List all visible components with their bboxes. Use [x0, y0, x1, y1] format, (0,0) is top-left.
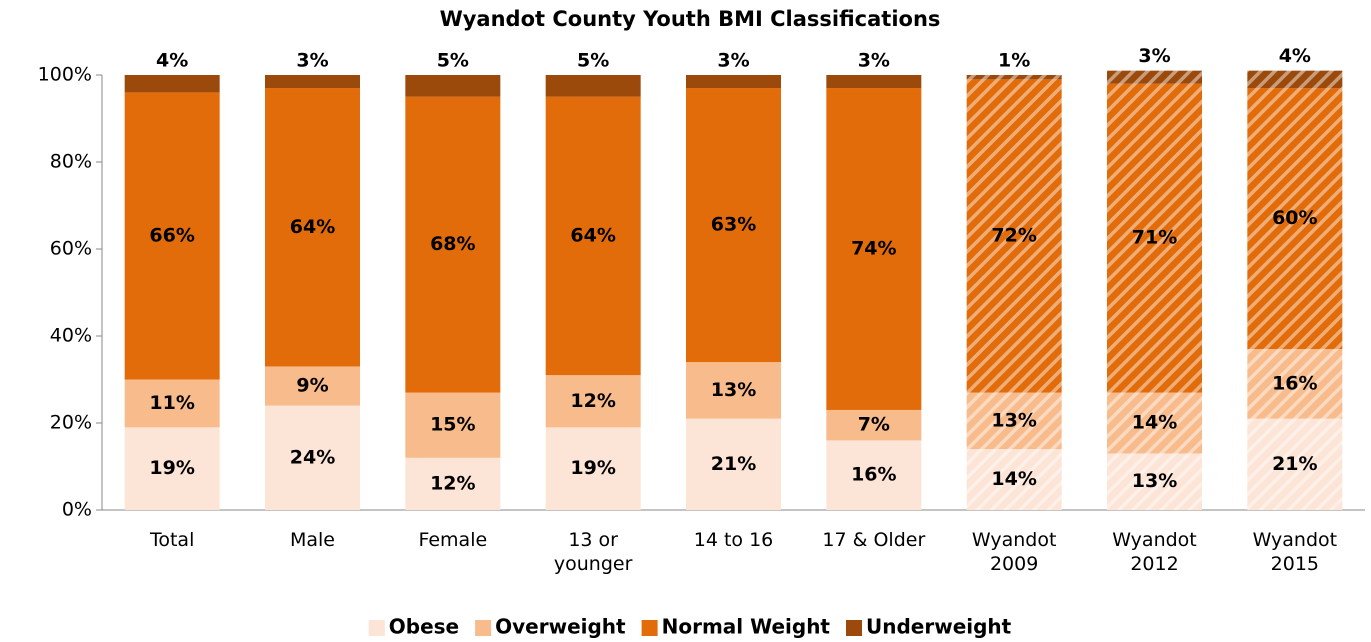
legend-swatch: [641, 620, 658, 636]
y-tick-label: 60%: [50, 238, 92, 260]
data-label: 7%: [858, 414, 890, 436]
bar-segment: [265, 366, 360, 406]
data-label: 71%: [1132, 227, 1177, 249]
x-tick-label: Wyandot 2012: [1112, 529, 1197, 575]
data-label: 9%: [296, 375, 328, 397]
data-label: 4%: [156, 50, 188, 72]
bar-segment: [1107, 392, 1202, 454]
data-label: 74%: [851, 238, 896, 260]
x-tick-label: Total: [149, 529, 195, 551]
data-label: 13%: [1132, 470, 1177, 492]
bar-segment: [826, 75, 922, 89]
x-tick-label: 13 or younger: [553, 529, 633, 575]
data-label: 21%: [1272, 453, 1317, 475]
data-label: 4%: [1279, 45, 1311, 67]
bar-segment: [826, 88, 922, 410]
data-label: 63%: [711, 214, 756, 236]
data-label: 19%: [149, 457, 194, 479]
legend-swatch: [368, 620, 385, 636]
bar-segment: [124, 427, 220, 510]
bar-segment: [966, 75, 1062, 80]
bar-segment: [545, 427, 641, 510]
data-label: 12%: [570, 390, 615, 412]
bar-segment: [686, 362, 781, 419]
x-tick-label: Wyandot 2015: [1252, 529, 1338, 575]
bar-segment: [265, 405, 360, 510]
data-label: 68%: [430, 233, 475, 255]
data-label: 24%: [290, 446, 335, 468]
chart-title: Wyandot County Youth BMI Classifications: [440, 7, 941, 31]
data-label: 64%: [290, 216, 335, 238]
data-label: 14%: [1132, 412, 1177, 434]
bar-segment: [124, 379, 220, 428]
legend-label: Obese: [389, 615, 459, 639]
data-label: 1%: [998, 50, 1030, 72]
data-label: 66%: [149, 224, 194, 246]
data-label: 3%: [296, 50, 328, 72]
bar-segment: [405, 96, 501, 393]
data-label: 60%: [1272, 207, 1317, 229]
bar-segment: [265, 88, 360, 367]
data-label: 3%: [717, 50, 749, 72]
bar-segment: [1107, 70, 1202, 84]
bar-segment: [1247, 88, 1343, 350]
data-label: 13%: [711, 379, 756, 401]
x-tick-label: Male: [289, 529, 335, 551]
data-label: 11%: [149, 392, 194, 414]
legend-label: Underweight: [866, 615, 1012, 639]
legend-label: Normal Weight: [662, 615, 831, 639]
x-tick-label: Female: [418, 529, 488, 551]
y-tick-label: 40%: [50, 325, 92, 347]
y-tick-label: 20%: [50, 412, 92, 434]
y-tick-label: 100%: [38, 64, 92, 86]
data-label: 72%: [991, 224, 1036, 246]
bar-segment: [545, 96, 641, 376]
bar-segment: [124, 75, 220, 93]
data-label: 19%: [570, 457, 615, 479]
bar-segment: [686, 75, 781, 89]
bar-segment: [966, 79, 1062, 393]
legend: Obese Overweight Normal Weight Underweight: [368, 615, 1012, 639]
x-tick-label: 14 to 16: [693, 529, 774, 551]
data-label: 64%: [570, 224, 615, 246]
legend-swatch: [475, 620, 492, 636]
bar-segment: [1107, 453, 1202, 510]
bar-segment: [405, 457, 501, 510]
data-label: 5%: [437, 50, 469, 72]
data-label: 14%: [991, 468, 1036, 490]
data-label: 13%: [991, 409, 1036, 431]
data-label: 16%: [851, 464, 896, 486]
bar-segment: [545, 75, 641, 97]
bar-segment: [124, 92, 220, 380]
bar-segment: [686, 418, 781, 510]
data-label: 21%: [711, 453, 756, 475]
bar-segment: [265, 75, 360, 89]
legend-label: Overweight: [495, 615, 626, 639]
x-tick-label: 17 & Older: [822, 529, 926, 551]
bar-segment: [1247, 70, 1343, 89]
bar-segment: [405, 75, 501, 97]
x-tick-label: Wyandot 2009: [971, 529, 1057, 575]
bar-segment: [966, 449, 1062, 510]
bar-segment: [1247, 418, 1343, 510]
bar-segment: [545, 375, 641, 428]
bar-segment: [1247, 349, 1343, 419]
bar-segment: [686, 88, 781, 363]
bar-segment: [826, 409, 922, 441]
data-label: 3%: [1138, 45, 1170, 67]
bar-segment: [1107, 83, 1202, 393]
data-label: 16%: [1272, 372, 1317, 394]
y-tick-label: 80%: [50, 151, 92, 173]
bar-segment: [966, 392, 1062, 450]
bar-segment: [405, 392, 501, 458]
data-label: 12%: [430, 472, 475, 494]
legend-swatch: [846, 620, 862, 636]
data-label: 5%: [577, 50, 609, 72]
data-label: 15%: [430, 414, 475, 436]
data-label: 3%: [858, 50, 890, 72]
y-tick-label: 0%: [62, 499, 92, 521]
bar-segment: [826, 440, 922, 510]
